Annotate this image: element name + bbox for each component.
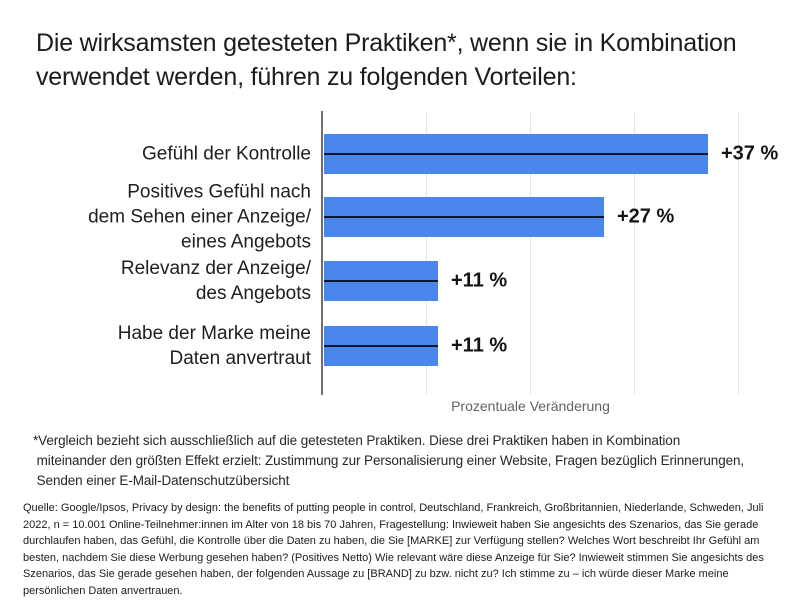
bar-center-line [324, 216, 604, 218]
bar [324, 326, 438, 366]
bar-center-line [324, 345, 438, 347]
value-label: +11 % [451, 269, 508, 292]
gridline [530, 112, 531, 394]
category-label: Positives Gefühl nach dem Sehen einer An… [88, 181, 311, 253]
gridline [634, 112, 635, 394]
bar-center-line [324, 153, 708, 155]
category-label: Gefühl der Kontrolle [142, 143, 311, 165]
gridline [426, 112, 427, 394]
footnote: *Vergleich bezieht sich ausschließlich a… [33, 433, 745, 488]
bar-chart: Gefühl der Kontrolle +37 % Positives Gefüh… [88, 111, 779, 395]
bar-center-line [324, 280, 438, 282]
y-axis-line [321, 111, 323, 395]
category-label: Habe der Marke meine Daten anvertraut [117, 323, 311, 369]
bar [324, 134, 708, 174]
bar [324, 197, 604, 237]
bar [324, 261, 438, 301]
page-title: Die wirksamsten getesteten Praktiken*, w… [36, 29, 737, 91]
category-label: Relevanz der Anzeige/ des Angebots [120, 258, 311, 304]
value-label: +37 % [721, 142, 779, 165]
gridline [738, 112, 739, 394]
source-text: Quelle: Google/Ipsos, Privacy by design:… [23, 502, 764, 597]
value-label: +11 % [451, 334, 508, 357]
value-label: +27 % [617, 205, 675, 228]
x-axis-label: Prozentuale Veränderung [451, 398, 610, 414]
